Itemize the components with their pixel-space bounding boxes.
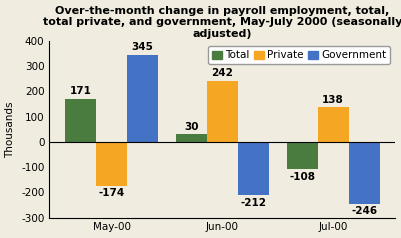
- Bar: [65, 99, 96, 142]
- Text: -108: -108: [289, 172, 315, 182]
- Bar: [349, 142, 380, 204]
- Text: 30: 30: [184, 122, 198, 132]
- Legend: Total, Private, Government: Total, Private, Government: [208, 46, 390, 64]
- Y-axis label: Thousands: Thousands: [6, 101, 16, 158]
- Bar: [318, 107, 349, 142]
- Bar: [96, 142, 127, 186]
- Text: 138: 138: [322, 94, 344, 104]
- Title: Over-the-month change in payroll employment, total,
total private, and governmen: Over-the-month change in payroll employm…: [43, 5, 401, 39]
- Text: 345: 345: [132, 42, 154, 52]
- Bar: [176, 134, 207, 142]
- Text: 242: 242: [211, 68, 233, 78]
- Text: 171: 171: [70, 86, 91, 96]
- Text: -212: -212: [241, 198, 266, 208]
- Text: -246: -246: [351, 207, 377, 217]
- Bar: [127, 55, 158, 142]
- Bar: [207, 81, 238, 142]
- Text: -174: -174: [99, 188, 125, 198]
- Bar: [238, 142, 269, 195]
- Bar: [287, 142, 318, 169]
